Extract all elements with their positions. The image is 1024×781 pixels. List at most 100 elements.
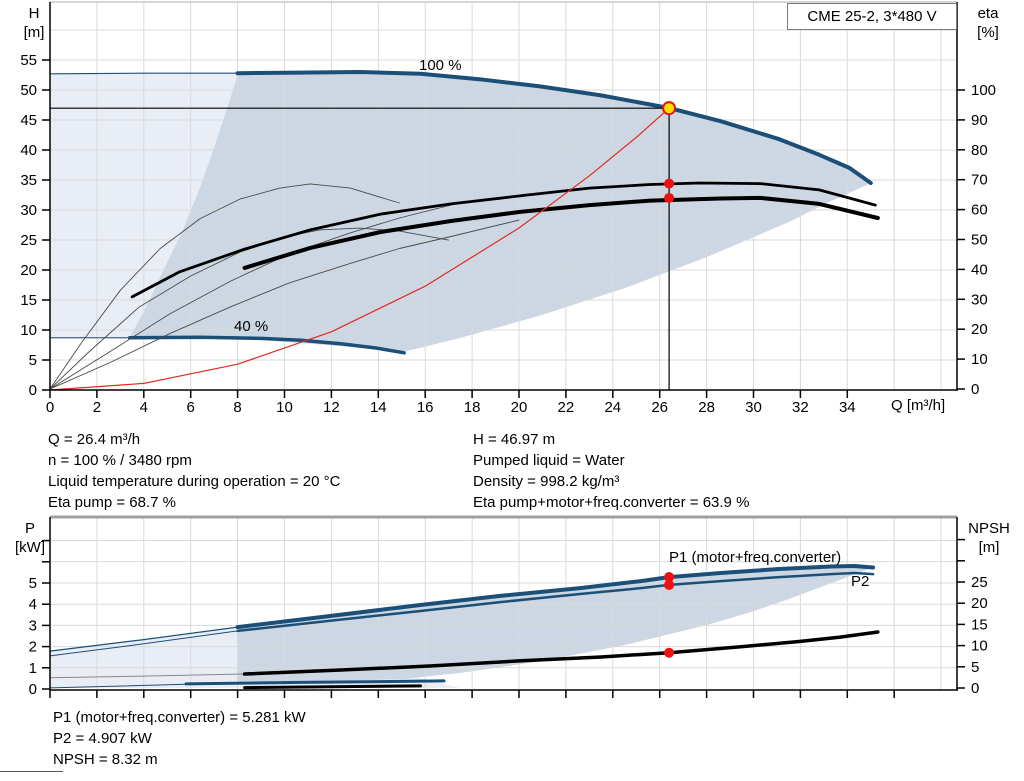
- series-p-40pct: [184, 679, 446, 686]
- series-npsh: [242, 630, 880, 676]
- axis-tick-label: 16: [417, 399, 434, 416]
- result-line: P2 = 4.907 kW: [53, 730, 152, 747]
- axis-tick-label: 32: [792, 399, 809, 416]
- axis-tick-label: 55: [20, 52, 37, 69]
- series-p1: [235, 564, 876, 630]
- axis-tick-label: 60: [971, 202, 988, 219]
- axis-tick-label: 26: [651, 399, 668, 416]
- bottom-divider-stub: [0, 771, 63, 772]
- series-qh-100pct: [235, 70, 873, 185]
- axis-tick-label: 90: [971, 112, 988, 129]
- result-line: P1 (motor+freq.converter) = 5.281 kW: [53, 709, 306, 726]
- axis-tick-label: 10: [971, 638, 988, 655]
- axis-tick-label: 70: [971, 172, 988, 189]
- result-line: Eta pump+motor+freq.converter = 63.9 %: [473, 494, 750, 511]
- axis-tick-label: 34: [839, 399, 856, 416]
- marker-p2-point: [664, 579, 675, 590]
- axis-tick-label: 2: [93, 399, 101, 416]
- marker-duty-point: [662, 101, 677, 116]
- axis-tick-label: 14: [370, 399, 387, 416]
- series-p2-min-flow: [49, 630, 239, 657]
- annotation-label-40pct: 40 %: [234, 318, 268, 335]
- axis-tick-label: 5: [29, 352, 37, 369]
- axis-tick-label: 5: [971, 659, 979, 676]
- operating-envelope-dark: [129, 72, 871, 352]
- pump-title-box: CME 25-2, 3*480 V: [787, 3, 957, 30]
- axis-tick-label: 20: [971, 321, 988, 338]
- series-control-curve-red: [49, 107, 670, 391]
- series-eta-reduced-speed-4: [49, 219, 520, 390]
- axis-tick-label: 4: [140, 399, 148, 416]
- marker-p1-point: [664, 572, 675, 583]
- axis-tick-label: 8: [233, 399, 241, 416]
- axis-tick-label: 1: [29, 660, 37, 677]
- marker-eta-total-point: [664, 192, 675, 203]
- annotation-label-100pct: 100 %: [419, 57, 462, 74]
- result-line: Q = 26.4 m³/h: [48, 431, 141, 448]
- axis-tick-label: 0: [46, 399, 54, 416]
- axis-tick-label: 30: [20, 202, 37, 219]
- annotation-x-axis-unit: Q [m³/h]: [891, 397, 945, 414]
- marker-eta-pump-point: [664, 178, 675, 189]
- axis-tick-label: 5: [29, 575, 37, 592]
- axis-tick-label: 80: [971, 142, 988, 159]
- axis-tick-label: 35: [20, 172, 37, 189]
- axis-tick-label: 3: [29, 617, 37, 634]
- annotation-label-p2: P2: [851, 573, 869, 590]
- axis-tick-label: 4: [29, 596, 37, 613]
- eta-axis-label: eta [%]: [977, 5, 999, 41]
- npsh-axis-label: NPSH [m]: [968, 520, 1010, 556]
- axis-tick-label: 30: [745, 399, 762, 416]
- axis-tick-label: 10: [276, 399, 293, 416]
- series-p1-min-flow: [49, 626, 239, 652]
- axis-tick-label: 20: [971, 595, 988, 612]
- axis-tick-label: 50: [20, 82, 37, 99]
- result-line: Liquid temperature during operation = 20…: [48, 473, 341, 490]
- marker-npsh-point: [664, 647, 675, 658]
- h-axis-label: H [m]: [23, 5, 45, 41]
- axis-tick-label: 45: [20, 112, 37, 129]
- duty-results-left: Q = 26.4 m³/h n = 100 % / 3480 rpm Liquid …: [48, 429, 340, 513]
- axis-tick-label: 12: [323, 399, 340, 416]
- axis-tick-label: 6: [187, 399, 195, 416]
- axis-tick-label: 15: [20, 292, 37, 309]
- axis-tick-label: 0: [29, 382, 37, 399]
- series-npsh-40pct: [243, 684, 422, 690]
- axis-tick-label: 2: [29, 639, 37, 656]
- result-line: NPSH = 8.32 m: [53, 751, 158, 768]
- result-line: Density = 998.2 kg/m³: [473, 473, 620, 490]
- axis-tick-label: 0: [29, 681, 37, 698]
- axis-tick-label: 18: [464, 399, 481, 416]
- result-line: n = 100 % / 3480 rpm: [48, 452, 192, 469]
- axis-tick-label: 22: [558, 399, 575, 416]
- result-line: Pumped liquid = Water: [473, 452, 625, 469]
- p-axis-label: P [kW]: [15, 520, 45, 556]
- axis-tick-label: 25: [20, 232, 37, 249]
- series-eta-pump-motor-freq: [242, 195, 880, 270]
- axis-tick-label: 20: [20, 262, 37, 279]
- series-eta-pump: [130, 181, 877, 299]
- annotation-label-p1: P1 (motor+freq.converter): [669, 549, 841, 566]
- pump-title: CME 25-2, 3*480 V: [807, 8, 937, 25]
- series-eta-reduced-speed-3: [49, 204, 452, 390]
- series-npsh-lead: [49, 673, 246, 679]
- axis-tick-label: 40: [971, 261, 988, 278]
- axis-tick-label: 24: [604, 399, 621, 416]
- series-p-40pct-lead: [49, 683, 187, 689]
- axis-tick-label: 40: [20, 142, 37, 159]
- series-p2: [236, 571, 875, 633]
- axis-tick-label: 28: [698, 399, 715, 416]
- axis-tick-label: 30: [971, 291, 988, 308]
- axis-tick-label: 10: [20, 322, 37, 339]
- series-qh-100pct-min-flow: [49, 72, 239, 75]
- axis-tick-label: 10: [971, 351, 988, 368]
- axis-tick-label: 15: [971, 616, 988, 633]
- axis-tick-label: 20: [511, 399, 528, 416]
- series-qh-40pct: [127, 335, 406, 355]
- result-line: H = 46.97 m: [473, 431, 556, 448]
- axis-tick-label: 0: [971, 680, 979, 697]
- axis-tick-label: 100: [971, 82, 996, 99]
- power-results: P1 (motor+freq.converter) = 5.281 kW P2 =…: [53, 707, 306, 770]
